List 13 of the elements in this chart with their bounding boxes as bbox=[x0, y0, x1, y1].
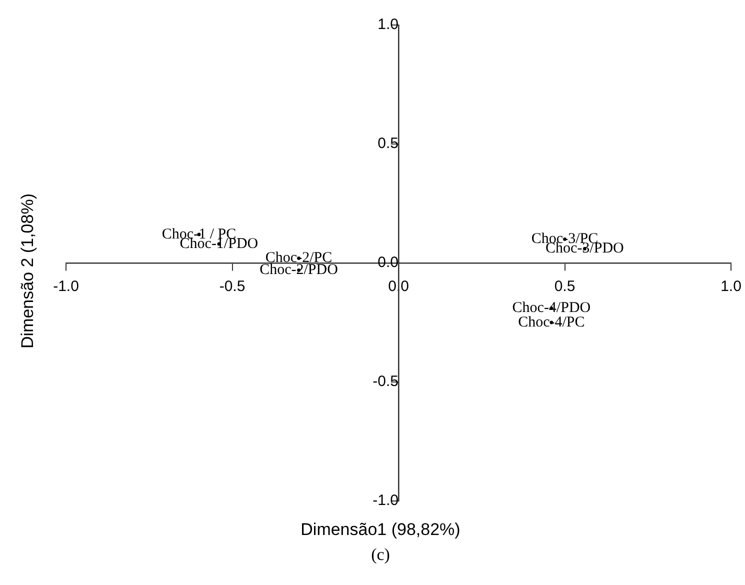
y-tick-label: -1.0 bbox=[372, 492, 398, 510]
x-tick-label: -0.5 bbox=[219, 278, 246, 296]
y-tick-label: -0.5 bbox=[372, 373, 398, 390]
x-tick-label: 0.5 bbox=[554, 278, 576, 296]
y-axis-title: Dimensão 2 (1,08%) bbox=[18, 194, 38, 348]
text: Choc-4/PC bbox=[518, 314, 585, 330]
text: Choc-4/PDO bbox=[512, 300, 591, 316]
x-tick-label: -1.0 bbox=[53, 278, 79, 296]
x-tick-label: 1.0 bbox=[720, 278, 742, 296]
x-axis-title: Dimensão1 (98,82%) bbox=[300, 520, 462, 540]
y-tick-label: 0.5 bbox=[378, 135, 398, 152]
y-tick-label: 1.0 bbox=[378, 16, 398, 34]
text: (c) bbox=[370, 545, 391, 565]
